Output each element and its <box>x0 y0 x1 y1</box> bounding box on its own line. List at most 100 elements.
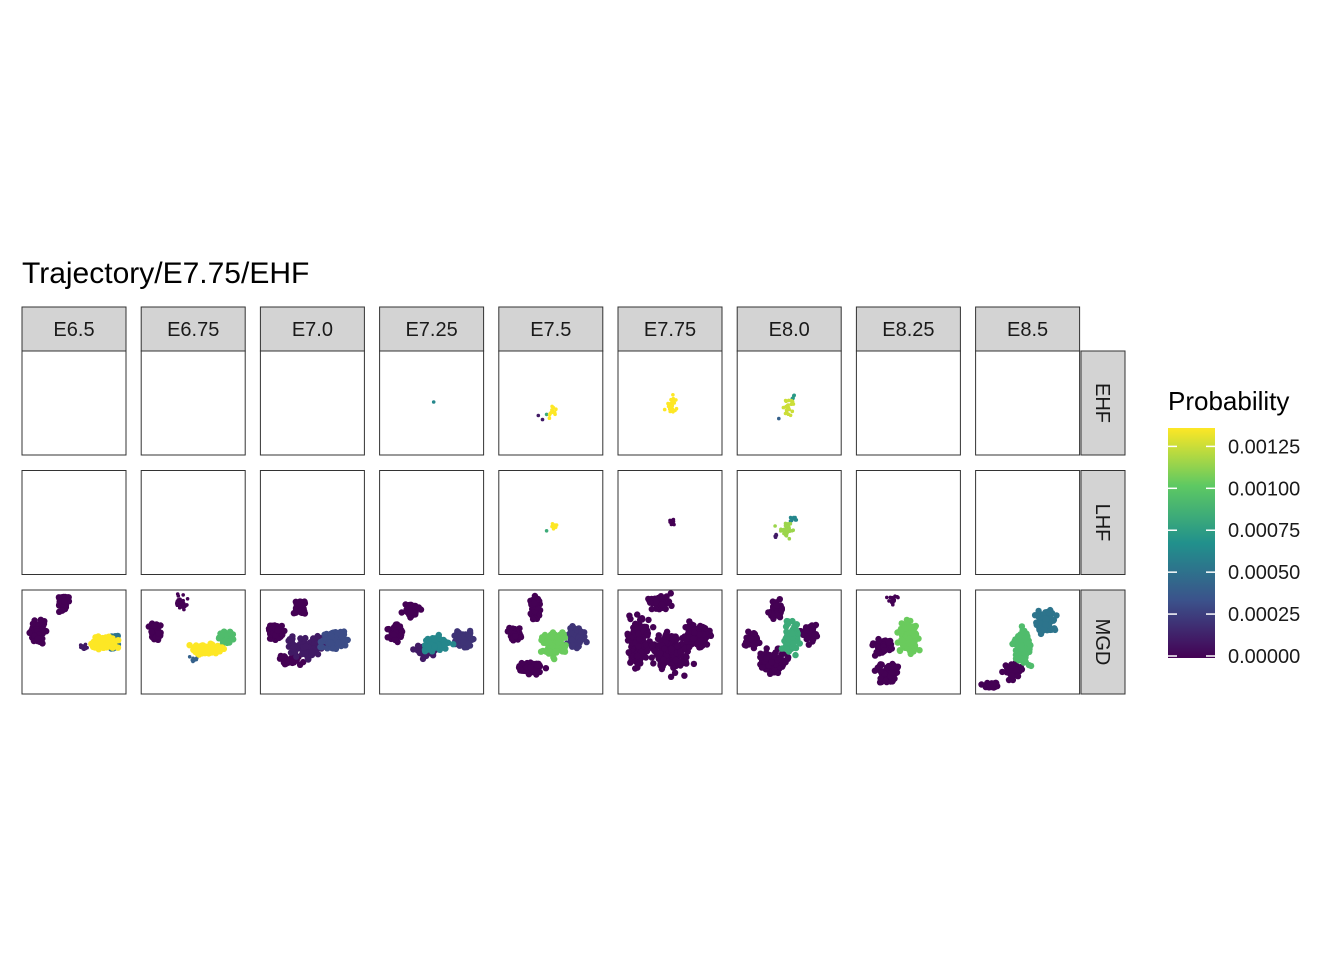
data-point <box>674 398 678 402</box>
data-point <box>756 639 763 647</box>
data-point <box>786 524 791 529</box>
data-point <box>890 595 895 600</box>
data-point <box>181 603 185 608</box>
data-point <box>681 672 688 679</box>
data-point <box>869 641 876 649</box>
data-point <box>672 522 676 527</box>
panel-border <box>736 350 842 456</box>
data-point <box>803 627 810 634</box>
column-strip-E6.5: E6.5 <box>21 306 127 352</box>
data-point <box>99 643 106 650</box>
data-point <box>34 635 42 642</box>
data-point <box>1018 643 1025 651</box>
data-point <box>299 650 306 658</box>
data-point <box>229 631 237 638</box>
data-point <box>328 633 335 640</box>
data-point <box>888 669 896 676</box>
data-point <box>670 633 677 640</box>
data-point <box>192 658 196 663</box>
data-point <box>659 663 666 670</box>
row-strip-background <box>1080 470 1126 575</box>
data-point <box>26 629 33 636</box>
data-point <box>786 412 791 417</box>
data-point <box>578 628 585 635</box>
column-strip-background <box>379 306 485 352</box>
data-point <box>787 536 792 541</box>
data-point <box>685 628 693 635</box>
data-point <box>789 518 794 523</box>
data-point <box>686 644 693 651</box>
panel-border <box>379 350 485 456</box>
data-point <box>431 400 436 404</box>
panel-MGD-E7.25 <box>379 589 485 695</box>
column-strip-label: E7.75 <box>644 319 696 341</box>
data-point <box>904 645 911 652</box>
data-point <box>552 648 559 655</box>
data-point <box>650 624 657 631</box>
data-point <box>896 647 904 654</box>
data-point <box>667 407 672 411</box>
data-point <box>648 654 655 661</box>
data-point <box>671 669 679 676</box>
data-point <box>763 655 770 662</box>
panel-EHF-E8.25 <box>855 350 961 456</box>
data-point <box>539 634 546 641</box>
row-strip-LHF: LHF <box>1080 470 1126 575</box>
data-point <box>412 602 419 610</box>
row-strip-MGD: MGD <box>1080 589 1126 695</box>
data-point <box>550 410 554 414</box>
data-point <box>391 636 399 643</box>
legend-tick-label: 0.00050 <box>1228 562 1300 584</box>
data-point <box>790 640 797 647</box>
data-point <box>1026 645 1033 653</box>
panel-EHF-E7.0 <box>259 350 365 456</box>
data-point <box>792 651 799 659</box>
data-point <box>691 629 698 636</box>
data-point <box>650 660 657 667</box>
column-strip-label: E8.5 <box>1007 319 1048 341</box>
data-point <box>674 642 681 650</box>
panel-border <box>498 350 604 456</box>
panel-border <box>140 470 246 575</box>
panel-LHF-E6.5 <box>21 470 127 575</box>
panel-EHF-E6.75 <box>140 350 246 456</box>
data-point <box>670 664 677 671</box>
data-point <box>648 642 656 649</box>
data-point <box>534 662 541 669</box>
data-point <box>181 598 185 603</box>
data-point <box>805 641 812 648</box>
data-point <box>300 658 307 666</box>
data-point <box>658 601 666 608</box>
data-point <box>407 608 414 616</box>
panel-LHF-E8.25 <box>855 470 961 575</box>
data-point <box>215 643 222 651</box>
data-point <box>624 637 632 644</box>
panel-border <box>498 470 604 575</box>
data-point <box>635 643 642 650</box>
data-point <box>187 655 192 659</box>
data-point <box>530 599 538 607</box>
data-point <box>882 677 889 685</box>
data-point <box>883 664 891 671</box>
data-point <box>893 594 897 598</box>
data-point <box>779 529 783 533</box>
data-point <box>470 635 477 643</box>
data-point <box>301 610 309 617</box>
data-point <box>583 638 590 646</box>
data-point <box>115 637 122 644</box>
data-point <box>790 409 794 414</box>
data-point <box>885 638 892 646</box>
data-point <box>536 413 541 418</box>
data-point <box>625 649 632 656</box>
column-strip-E7.5: E7.5 <box>498 306 604 352</box>
data-point <box>750 630 758 637</box>
data-point <box>765 609 772 616</box>
data-point <box>674 406 679 411</box>
data-point <box>185 597 190 601</box>
data-point <box>384 626 391 633</box>
data-point <box>653 599 660 606</box>
data-point <box>309 649 316 656</box>
data-point <box>651 647 658 655</box>
column-strip-background <box>975 306 1081 352</box>
data-point <box>671 410 675 414</box>
